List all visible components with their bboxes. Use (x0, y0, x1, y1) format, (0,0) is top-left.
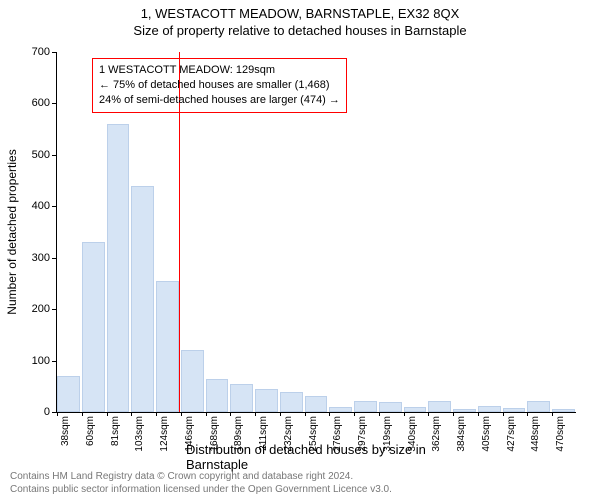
histogram-bar (354, 401, 377, 412)
histogram-bar (131, 186, 154, 412)
histogram-bar (379, 402, 402, 412)
histogram-bar (478, 406, 501, 412)
histogram-bar (503, 408, 526, 412)
x-tick-label: 124sqm (159, 416, 170, 452)
x-tick-label: 448sqm (530, 416, 541, 452)
x-tick (453, 412, 454, 416)
x-axis-line (56, 412, 576, 413)
y-tick (52, 309, 56, 310)
chart-title-main: 1, WESTACOTT MEADOW, BARNSTAPLE, EX32 8Q… (0, 0, 600, 21)
x-tick-label: 470sqm (555, 416, 566, 452)
x-tick (503, 412, 504, 416)
x-tick-label: 427sqm (506, 416, 517, 452)
x-tick (131, 412, 132, 416)
histogram-bar (57, 376, 80, 412)
x-tick-label: 38sqm (60, 416, 71, 446)
histogram-bar (206, 379, 229, 412)
y-tick-label: 0 (44, 406, 50, 418)
y-tick (52, 361, 56, 362)
y-axis-label: Number of detached properties (5, 149, 19, 314)
x-tick (280, 412, 281, 416)
histogram-bar (428, 401, 451, 412)
x-tick (82, 412, 83, 416)
y-tick (52, 412, 56, 413)
x-tick (156, 412, 157, 416)
histogram-bar (107, 124, 130, 412)
footer-line2: Contains public sector information licen… (10, 483, 590, 496)
y-tick-label: 300 (32, 252, 50, 264)
x-tick (404, 412, 405, 416)
y-tick-label: 400 (32, 200, 50, 212)
y-tick-label: 700 (32, 46, 50, 58)
y-tick (52, 155, 56, 156)
property-info-box: 1 WESTACOTT MEADOW: 129sqm← 75% of detac… (92, 58, 347, 113)
x-tick (379, 412, 380, 416)
y-tick-label: 100 (32, 355, 50, 367)
x-tick (206, 412, 207, 416)
x-tick (354, 412, 355, 416)
histogram-bar (552, 409, 575, 412)
x-tick-label: 405sqm (481, 416, 492, 452)
x-tick-label: 384sqm (456, 416, 467, 452)
histogram-bar (230, 384, 253, 412)
chart-area: 010020030040050060070038sqm60sqm81sqm103… (56, 52, 576, 412)
x-tick (181, 412, 182, 416)
histogram-bar (453, 409, 476, 412)
y-tick-label: 600 (32, 97, 50, 109)
x-tick (527, 412, 528, 416)
histogram-bar (404, 407, 427, 412)
y-tick (52, 258, 56, 259)
histogram-bar (255, 389, 278, 412)
histogram-bar (329, 407, 352, 412)
y-tick (52, 103, 56, 104)
histogram-bar (305, 396, 328, 412)
info-box-line2: ← 75% of detached houses are smaller (1,… (99, 78, 340, 93)
x-tick (107, 412, 108, 416)
x-tick (329, 412, 330, 416)
info-box-line1: 1 WESTACOTT MEADOW: 129sqm (99, 63, 340, 78)
footer-attribution: Contains HM Land Registry data © Crown c… (10, 470, 590, 496)
histogram-bar (156, 281, 179, 412)
histogram-bar (280, 392, 303, 412)
footer-line1: Contains HM Land Registry data © Crown c… (10, 470, 590, 483)
x-tick (552, 412, 553, 416)
x-axis-label: Distribution of detached houses by size … (186, 442, 446, 472)
histogram-bar (82, 242, 105, 412)
histogram-bar (181, 350, 204, 412)
x-tick (478, 412, 479, 416)
x-tick-label: 60sqm (85, 416, 96, 446)
x-tick (230, 412, 231, 416)
x-tick-label: 81sqm (110, 416, 121, 446)
histogram-bar (527, 401, 550, 412)
y-tick (52, 206, 56, 207)
y-tick-label: 500 (32, 149, 50, 161)
y-tick (52, 52, 56, 53)
y-tick-label: 200 (32, 303, 50, 315)
info-box-line3: 24% of semi-detached houses are larger (… (99, 93, 340, 108)
x-tick (57, 412, 58, 416)
x-tick (428, 412, 429, 416)
chart-title-sub: Size of property relative to detached ho… (0, 21, 600, 38)
x-tick-label: 103sqm (134, 416, 145, 452)
plot-region: 010020030040050060070038sqm60sqm81sqm103… (56, 52, 576, 412)
x-tick (305, 412, 306, 416)
x-tick (255, 412, 256, 416)
